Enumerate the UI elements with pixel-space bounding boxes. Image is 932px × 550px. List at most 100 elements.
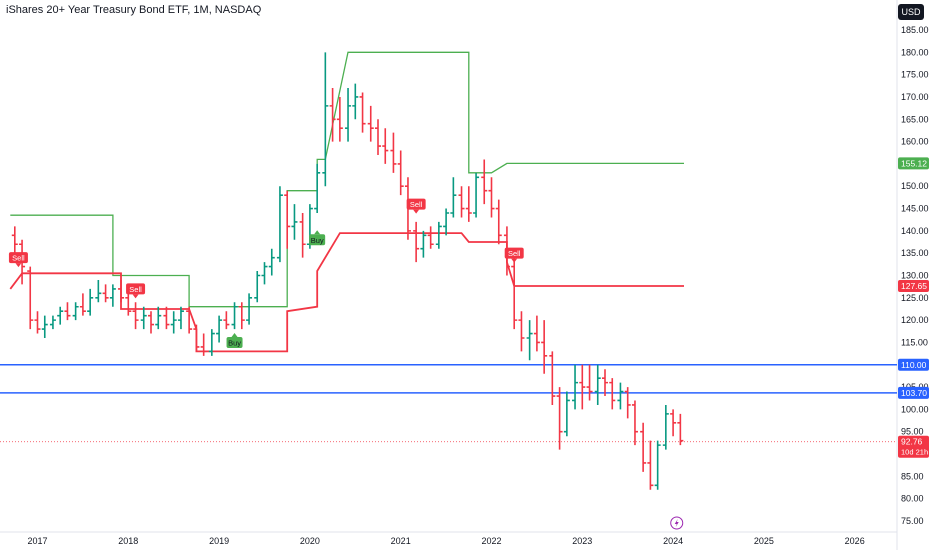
ohlc-bar — [465, 186, 472, 222]
x-tick-label: 2022 — [481, 536, 501, 546]
ohlc-bar — [276, 186, 283, 263]
ohlc-bar — [291, 204, 298, 240]
ohlc-bar — [200, 333, 207, 356]
ohlc-bar — [27, 266, 34, 330]
x-tick-label: 2019 — [209, 536, 229, 546]
ohlc-bar — [41, 315, 48, 338]
ohlc-bar — [526, 320, 533, 361]
ohlc-bar — [11, 226, 18, 254]
signal-badge — [126, 283, 146, 295]
ohlc-bar — [579, 364, 586, 410]
ohlc-bar — [549, 351, 556, 405]
signal-label: Sell — [508, 249, 521, 258]
y-tick-label: 170.00 — [901, 92, 929, 102]
currency-button[interactable]: USD — [898, 4, 924, 20]
ohlc-bar — [231, 302, 238, 330]
x-tick-label: 2024 — [663, 536, 683, 546]
lightning-icon — [674, 519, 679, 527]
y-tick-label: 85.00 — [901, 471, 924, 481]
y-tick-label: 125.00 — [901, 293, 929, 303]
ohlc-bar — [359, 92, 366, 133]
y-tick-label: 140.00 — [901, 226, 929, 236]
ohlc-bar — [443, 208, 450, 236]
signal-label: Sell — [410, 200, 423, 209]
ohlc-bar — [284, 190, 291, 249]
ohlc-bar — [102, 284, 109, 303]
ohlc-bar — [640, 422, 647, 472]
price-label-text: 127.65 — [901, 281, 927, 291]
ohlc-bar — [662, 404, 669, 450]
ohlc-bar — [170, 311, 177, 334]
ohlc-bar — [563, 391, 570, 437]
ohlc-bar — [64, 302, 71, 321]
ohlc-bar — [533, 315, 540, 352]
ohlc-bar — [367, 105, 374, 142]
y-tick-label: 145.00 — [901, 204, 929, 214]
signal-pointer — [511, 258, 518, 263]
ohlc-bar — [34, 311, 41, 334]
x-tick-label: 2023 — [572, 536, 592, 546]
price-label-badge — [898, 435, 929, 458]
chart-title: iShares 20+ Year Treasury Bond ETF, 1M, … — [6, 4, 262, 16]
signal-pointer — [231, 332, 238, 337]
y-tick-label: 135.00 — [901, 248, 929, 258]
ohlc-bar — [246, 293, 253, 325]
price-label-badge — [898, 358, 929, 371]
ohlc-bar — [458, 186, 465, 218]
ohlc-bar — [345, 88, 352, 142]
y-tick-label: 185.00 — [901, 25, 929, 35]
signal-badge — [309, 234, 326, 246]
lower-channel-line — [9, 232, 684, 353]
ohlc-bar — [435, 221, 442, 249]
ohlc-bar — [216, 315, 223, 343]
ohlc-bar — [72, 302, 79, 321]
ohlc-bar — [594, 364, 601, 405]
ohlc-bar — [473, 172, 480, 218]
y-tick-label: 130.00 — [901, 271, 929, 281]
y-tick-label: 165.00 — [901, 114, 929, 124]
signal-badge — [406, 198, 426, 210]
price-label-badge — [898, 386, 929, 399]
ohlc-bar — [586, 364, 593, 401]
ohlc-bar — [602, 369, 608, 397]
ohlc-bar — [268, 248, 275, 276]
ohlc-bar — [413, 221, 420, 263]
ohlc-bar — [397, 150, 404, 196]
ohlc-bar — [193, 324, 200, 352]
price-label-text: 92.76 — [901, 437, 923, 447]
ohlc-bar — [95, 279, 102, 303]
ohlc-bar — [624, 387, 631, 419]
ohlc-bar — [647, 440, 654, 490]
ohlc-bar — [511, 257, 518, 330]
x-tick-label: 2026 — [845, 536, 865, 546]
ohlc-bar — [299, 213, 306, 258]
price-label-badge — [898, 279, 929, 292]
signal-pointer — [413, 209, 420, 214]
signal-label: Sell — [12, 254, 25, 263]
ohlc-bar — [186, 306, 193, 334]
ohlc-bar — [488, 177, 495, 218]
y-tick-label: 95.00 — [901, 427, 924, 437]
ohlc-bar — [238, 302, 245, 330]
price-label-text: 110.00 — [901, 360, 927, 370]
signal-badge — [8, 252, 28, 264]
signal-label: Buy — [311, 236, 324, 245]
ohlc-bar — [670, 409, 677, 437]
ohlc-bar — [541, 320, 548, 374]
ohlc-bar — [495, 199, 502, 245]
ohlc-bar — [155, 306, 162, 330]
signal-pointer — [132, 294, 139, 299]
y-tick-label: 80.00 — [901, 494, 924, 504]
ohlc-bar — [572, 364, 579, 410]
ohlc-bar — [109, 284, 116, 307]
ohlc-bar — [87, 288, 94, 316]
x-tick-label: 2021 — [391, 536, 411, 546]
price-label-text: 103.70 — [901, 388, 927, 398]
ohlc-bar — [57, 306, 64, 325]
ohlc-bar — [518, 311, 525, 352]
ohlc-bar — [420, 230, 427, 258]
signal-badge — [226, 336, 243, 348]
ohlc-bar — [132, 302, 139, 330]
ohlc-bar — [617, 382, 624, 410]
